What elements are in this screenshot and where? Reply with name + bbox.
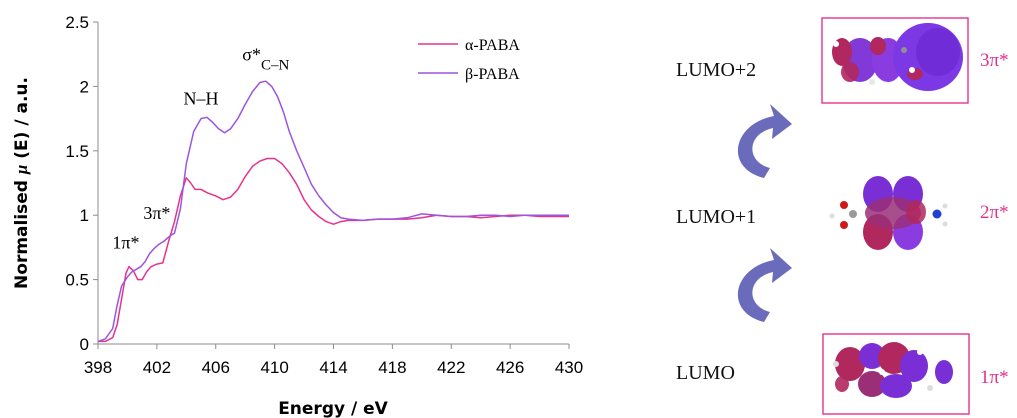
plot-area: 0 0.5 1 1.5 2 2.5 398 402 406 410 414 418 422 426 430… bbox=[65, 13, 583, 377]
peak-annotation-subscript: C–N bbox=[261, 58, 290, 74]
peak-annotation: σ*C–N bbox=[242, 45, 289, 74]
legend-label-alpha: α-PABA bbox=[465, 37, 520, 54]
legend: α-PABA β-PABA bbox=[418, 37, 520, 83]
y-tick-label: 0 bbox=[80, 335, 89, 354]
y-axis-title-suffix: (E) / a.u. bbox=[12, 77, 32, 165]
level-label-lumo2: LUMO+2 bbox=[676, 59, 757, 81]
y-ticks: 0 0.5 1 1.5 2 2.5 bbox=[65, 13, 98, 354]
series-line-beta bbox=[97, 80, 569, 343]
xanes-chart: 0 0.5 1 1.5 2 2.5 398 402 406 410 414 418 422 426 430… bbox=[12, 13, 583, 418]
transition-arrow-lower bbox=[737, 248, 792, 322]
peak-annotation-text: σ* bbox=[242, 45, 261, 65]
series-lines bbox=[97, 80, 569, 343]
orbital-diagram bbox=[737, 17, 970, 415]
peak-annotations: 1π*3π* N–H σ*C–N bbox=[112, 45, 289, 253]
orbital-image-lumo bbox=[833, 342, 953, 398]
peak-annotation: N–H bbox=[184, 88, 219, 108]
symmetry-label-2pi: 2π* bbox=[980, 202, 1009, 223]
x-tick-label: 418 bbox=[378, 358, 406, 377]
orbital-box-lumo2 bbox=[821, 17, 969, 104]
y-axis-title-mu: μ bbox=[12, 165, 31, 175]
peak-annotation: 3π* bbox=[143, 203, 170, 223]
x-tick-label: 430 bbox=[555, 358, 583, 377]
x-tick-label: 406 bbox=[202, 358, 230, 377]
orbital-image-lumo2 bbox=[832, 23, 963, 91]
y-tick-label: 1 bbox=[80, 206, 89, 225]
y-tick-label: 2 bbox=[80, 77, 89, 96]
orbital-box-lumo bbox=[822, 333, 970, 415]
x-ticks: 398 402 406 410 414 418 422 426 430 bbox=[84, 344, 583, 377]
y-tick-label: 1.5 bbox=[65, 142, 89, 161]
x-tick-label: 402 bbox=[143, 358, 171, 377]
x-tick-label: 426 bbox=[496, 358, 524, 377]
y-axis-title-prefix: Normalised bbox=[12, 174, 32, 289]
x-tick-label: 410 bbox=[260, 358, 288, 377]
peak-annotation-text: 1π* bbox=[112, 233, 139, 253]
y-axis-title: Normalised μ (E) / a.u. bbox=[12, 77, 32, 289]
peak-annotation: 1π* bbox=[112, 233, 139, 253]
x-tick-label: 398 bbox=[84, 358, 112, 377]
x-axis-title: Energy / eV bbox=[278, 399, 388, 418]
peak-annotation-text: N–H bbox=[184, 88, 219, 108]
legend-label-beta: β-PABA bbox=[465, 66, 520, 83]
series-line-alpha bbox=[98, 157, 569, 343]
symmetry-label-1pi: 1π* bbox=[980, 367, 1009, 388]
transition-arrow-upper bbox=[737, 104, 792, 178]
y-tick-label: 0.5 bbox=[65, 271, 89, 290]
peak-annotation-text: 3π* bbox=[143, 203, 170, 223]
level-label-lumo1: LUMO+1 bbox=[676, 206, 757, 228]
x-tick-label: 414 bbox=[319, 358, 347, 377]
x-tick-label: 422 bbox=[437, 358, 465, 377]
orbital-image-lumo1 bbox=[829, 176, 948, 250]
symmetry-label-3pi: 3π* bbox=[980, 50, 1009, 71]
y-tick-label: 2.5 bbox=[65, 13, 89, 32]
level-label-lumo: LUMO bbox=[676, 362, 735, 384]
